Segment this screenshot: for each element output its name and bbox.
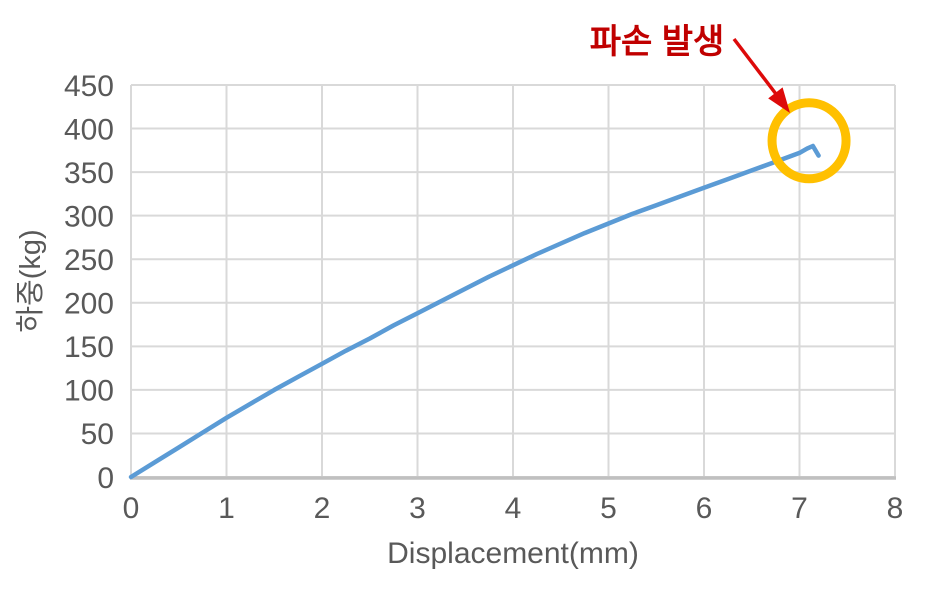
y-tick-label: 150 — [64, 331, 114, 364]
x-tick-label: 2 — [314, 492, 331, 525]
x-tick-label: 8 — [887, 492, 904, 525]
x-tick-label: 6 — [696, 492, 713, 525]
y-axis-title: 하중(kg) — [14, 229, 47, 332]
failure-arrow-icon — [732, 37, 790, 113]
y-tick-label: 400 — [64, 113, 114, 146]
gridlines — [130, 84, 896, 478]
load-curve — [128, 143, 821, 480]
x-tick-label: 5 — [600, 492, 617, 525]
x-tick-label: 4 — [505, 492, 522, 525]
x-tick-label: 1 — [218, 492, 235, 525]
x-tick-label: 0 — [123, 492, 140, 525]
y-axis-tick-labels: 0 50 100 150 200 250 300 350 400 450 — [64, 70, 114, 495]
failure-circle-annotation — [767, 98, 851, 184]
failure-annotation-label: 파손 발생 — [590, 23, 725, 61]
y-tick-label: 350 — [64, 157, 114, 190]
x-tick-label: 3 — [409, 492, 426, 525]
x-tick-label: 7 — [791, 492, 808, 525]
x-axis-title: Displacement(mm) — [387, 537, 639, 570]
y-tick-label: 50 — [81, 418, 114, 451]
y-tick-label: 250 — [64, 244, 114, 277]
y-tick-label: 300 — [64, 200, 114, 233]
y-tick-label: 0 — [97, 462, 114, 495]
y-tick-label: 100 — [64, 375, 114, 408]
y-tick-label: 200 — [64, 288, 114, 321]
y-tick-label: 450 — [64, 70, 114, 103]
x-axis-tick-labels: 0 1 2 3 4 5 6 7 8 — [123, 492, 904, 525]
